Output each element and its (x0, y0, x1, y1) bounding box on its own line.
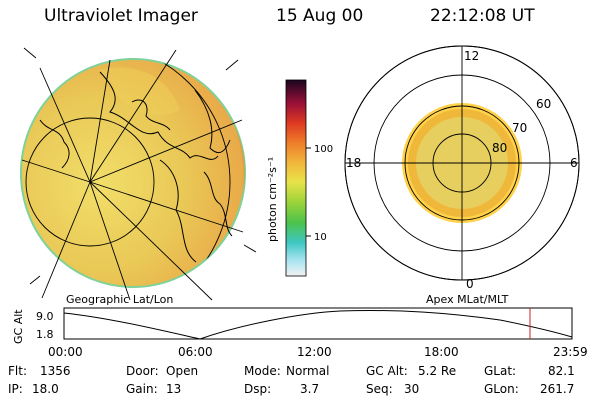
coastlines (39, 71, 233, 263)
info-ip-label: IP: (8, 382, 23, 396)
colorbar-tick-10: 10 (314, 232, 327, 243)
info-flt-value: 1356 (40, 364, 71, 378)
colorbar-tick-100: 100 (314, 144, 333, 155)
info-seq-value: 30 (404, 382, 420, 396)
lat-label-80: 80 (492, 141, 507, 155)
info-seq-label: Seq: (366, 382, 393, 396)
info-glon-value: 261.7 (540, 382, 575, 396)
altitude-plot (63, 307, 573, 340)
colorbar-unit: photon cm⁻²s⁻¹ (266, 157, 279, 242)
alt-xtick-1200: 12:00 (297, 345, 332, 359)
info-dsp-label: Dsp: (244, 382, 272, 396)
caption-apex: Apex MLat/MLT (426, 293, 509, 306)
mlt-label-12: 12 (464, 49, 479, 63)
alt-ytick-1.8: 1.8 (36, 328, 54, 341)
info-gcalt-value: 5.2 Re (418, 364, 457, 378)
info-glon-label: GLon: (484, 382, 519, 396)
geographic-grid (21, 47, 257, 301)
caption-geographic: Geographic Lat/Lon (66, 293, 173, 306)
image-time: 22:12:08 UT (430, 6, 535, 26)
mlt-label-6: 6 (570, 156, 578, 170)
lat-label-60: 60 (536, 97, 551, 111)
info-door-value: Open (166, 364, 199, 378)
lat-label-70: 70 (512, 121, 527, 135)
info-glat-label: GLat: (484, 364, 517, 378)
info-dsp-value: 3.7 (300, 382, 320, 396)
alt-xtick-2359: 23:59 (553, 345, 588, 359)
info-ip-value: 18.0 (32, 382, 59, 396)
info-mode-label: Mode: (244, 364, 281, 378)
info-gain-value: 13 (166, 382, 182, 396)
info-gain-label: Gain: (126, 382, 158, 396)
image-date: 15 Aug 00 (276, 6, 364, 26)
alt-xtick-1800: 18:00 (424, 345, 459, 359)
alt-xtick-0000: 00:00 (48, 345, 83, 359)
info-flt-label: Flt: (8, 364, 27, 378)
alt-xtick-0600: 06:00 (178, 345, 213, 359)
mlt-label-18: 18 (346, 156, 361, 170)
polar-plot (344, 45, 580, 281)
instrument-title: Ultraviolet Imager (44, 6, 198, 26)
colorbar (285, 79, 311, 277)
info-glat-value: 82.1 (548, 364, 575, 378)
alt-axis-label: GC Alt (12, 309, 25, 344)
geographic-image (20, 47, 257, 301)
mlt-label-0: 0 (466, 277, 474, 291)
info-mode-value: Normal (286, 364, 330, 378)
info-door-label: Door: (126, 364, 159, 378)
alt-ytick-9: 9.0 (36, 310, 54, 323)
info-gcalt-label: GC Alt: (366, 364, 408, 378)
